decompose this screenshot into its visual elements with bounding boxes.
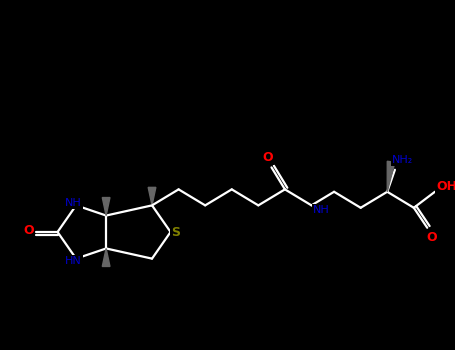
Text: S: S xyxy=(171,225,180,238)
Polygon shape xyxy=(387,161,395,192)
Text: O: O xyxy=(427,231,437,244)
Text: O: O xyxy=(263,151,273,164)
Polygon shape xyxy=(102,197,110,216)
Text: NH: NH xyxy=(65,198,81,208)
Text: O: O xyxy=(24,224,34,237)
Text: NH₂: NH₂ xyxy=(392,155,413,165)
Text: NH: NH xyxy=(313,205,329,215)
Text: HN: HN xyxy=(65,256,81,266)
Text: OH: OH xyxy=(436,180,455,193)
Polygon shape xyxy=(102,248,110,266)
Polygon shape xyxy=(148,187,156,205)
